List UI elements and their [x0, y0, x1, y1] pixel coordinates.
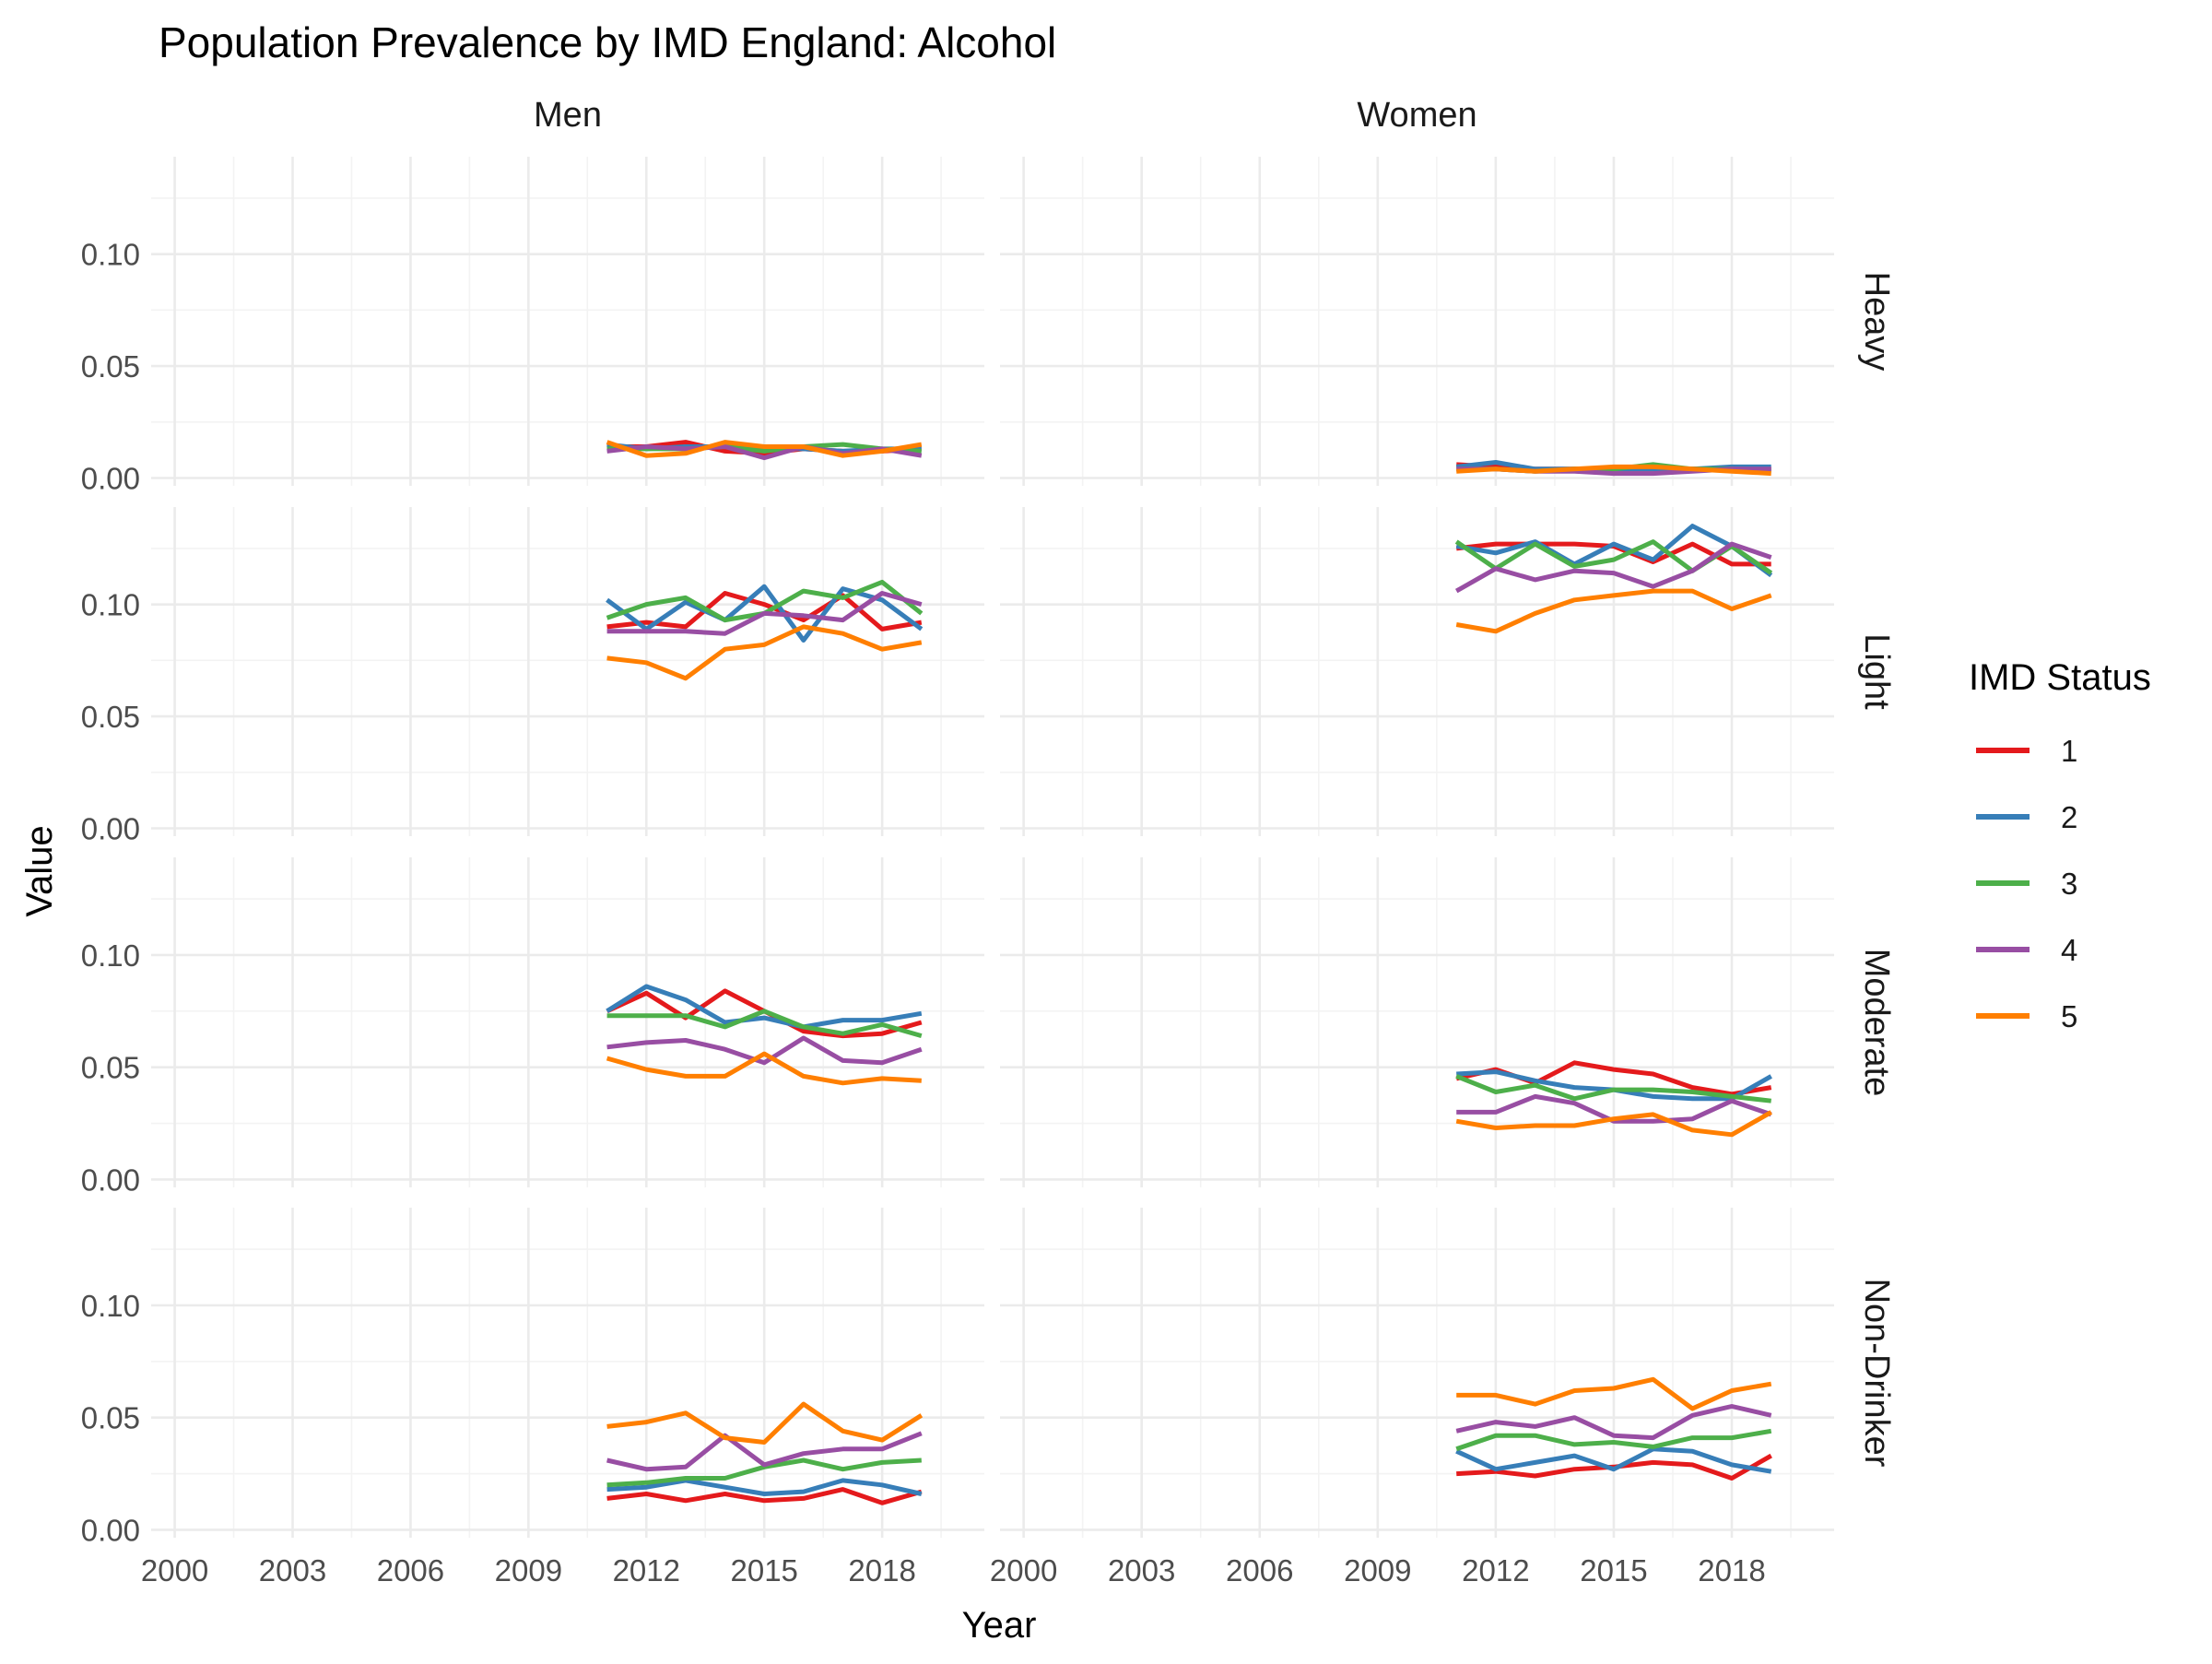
facet-strip-light: Light [1857, 633, 1896, 710]
series-line-imd-5 [1456, 1376, 1772, 1411]
series-line-imd-4 [606, 1431, 923, 1472]
x-tick-label: 2006 [377, 1553, 444, 1587]
legend-item-1: 1 [1976, 734, 2077, 768]
panel-men-non-drinker: 0.00 0.05 0.10 2000 2003 2006 2009 2012 2015 2018 [81, 1208, 984, 1587]
legend-item-5: 5 [1976, 999, 2077, 1033]
y-tick-label: 0.10 [81, 238, 140, 272]
y-tick-label: 0.05 [81, 700, 140, 734]
panel-women-heavy [1000, 157, 1834, 486]
x-tick-label: 2000 [141, 1553, 208, 1587]
series-line-imd-4 [606, 591, 923, 636]
x-tick-label: 2012 [1462, 1553, 1529, 1587]
series-line-imd-1 [606, 1487, 923, 1505]
x-tick-label: 2000 [990, 1553, 1057, 1587]
series-line-imd-2 [606, 584, 924, 643]
y-tick-label: 0.10 [81, 938, 140, 973]
x-tick-label: 2006 [1226, 1553, 1293, 1587]
chart-title: Population Prevalence by IMD England: Al… [159, 18, 1056, 66]
legend-label: 2 [2061, 800, 2077, 834]
y-tick-label: 0.10 [81, 1289, 140, 1323]
facet-strip-moderate: Moderate [1857, 949, 1896, 1097]
x-axis-title: Year [962, 1605, 1037, 1646]
x-tick-label: 2015 [1580, 1553, 1647, 1587]
panel-women-non-drinker: 2000 2003 2006 2009 2012 2015 2018 [990, 1208, 1834, 1587]
series-line-imd-2 [606, 1478, 923, 1496]
series-line-imd-5 [606, 1051, 922, 1086]
series-line-imd-5 [1455, 1110, 1772, 1138]
y-tick-label: 0.00 [81, 1513, 140, 1547]
legend-title: IMD Status [1969, 657, 2151, 698]
y-tick-label: 0.05 [81, 1051, 140, 1085]
y-tick-label: 0.10 [81, 588, 140, 622]
facet-strip-non-drinker: Non-Drinker [1857, 1279, 1896, 1468]
panel-men-light: 0.00 0.05 0.10 [81, 507, 984, 846]
series-line-imd-4 [1454, 541, 1772, 594]
y-axis-title: Value [19, 825, 60, 916]
x-tick-label: 2015 [730, 1553, 797, 1587]
legend: IMD Status 1 2 3 4 5 [1969, 657, 2151, 1033]
series-line-imd-2 [606, 984, 923, 1030]
series-line-imd-5 [606, 440, 923, 458]
legend-label: 5 [2061, 999, 2077, 1033]
series-line-imd-5 [606, 624, 923, 681]
series-line-imd-3 [1455, 1074, 1771, 1103]
legend-item-4: 4 [1976, 933, 2077, 967]
y-tick-label: 0.05 [81, 349, 140, 384]
x-tick-label: 2018 [848, 1553, 915, 1587]
panel-men-heavy: 0.00 0.05 0.10 [81, 157, 984, 496]
x-tick-label: 2018 [1698, 1553, 1765, 1587]
series-line-imd-5 [1456, 464, 1771, 477]
series-line-imd-5 [1455, 588, 1772, 634]
x-tick-label: 2003 [259, 1553, 326, 1587]
y-tick-label: 0.00 [81, 1162, 140, 1197]
series-line-imd-1 [606, 591, 923, 631]
series-line-imd-2 [1455, 524, 1773, 578]
y-tick-label: 0.05 [81, 1401, 140, 1435]
x-tick-label: 2009 [495, 1553, 562, 1587]
series-line-imd-4 [1455, 1404, 1772, 1441]
legend-label: 3 [2061, 867, 2077, 901]
facet-panels: Men Women Heavy Light Moderate Non-Drinker 0.0… [81, 96, 1896, 1587]
panel-women-light [1000, 507, 1834, 836]
y-tick-label: 0.00 [81, 462, 140, 496]
facet-strip-men: Men [534, 96, 602, 135]
x-tick-label: 2003 [1108, 1553, 1175, 1587]
series-line-imd-3 [1455, 1428, 1772, 1452]
legend-label: 4 [2061, 933, 2077, 967]
panel-women-moderate [1000, 857, 1834, 1187]
facet-strip-women: Women [1357, 96, 1477, 135]
x-tick-label: 2009 [1344, 1553, 1411, 1587]
legend-label: 1 [2061, 734, 2077, 768]
series-line-imd-3 [606, 1009, 923, 1039]
series-line-imd-5 [606, 1401, 924, 1445]
series-line-imd-4 [606, 1035, 923, 1066]
x-tick-label: 2012 [613, 1553, 680, 1587]
y-tick-label: 0.00 [81, 812, 140, 846]
legend-item-3: 3 [1976, 867, 2077, 901]
series-line-imd-2 [1455, 1446, 1772, 1474]
facet-strip-heavy: Heavy [1857, 272, 1896, 372]
panel-men-moderate: 0.00 0.05 0.10 [81, 857, 984, 1197]
legend-item-2: 2 [1976, 800, 2077, 834]
